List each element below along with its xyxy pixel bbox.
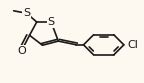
Text: O: O xyxy=(17,46,26,56)
Text: S: S xyxy=(48,17,55,27)
Text: S: S xyxy=(23,8,30,18)
Text: Cl: Cl xyxy=(127,40,138,50)
